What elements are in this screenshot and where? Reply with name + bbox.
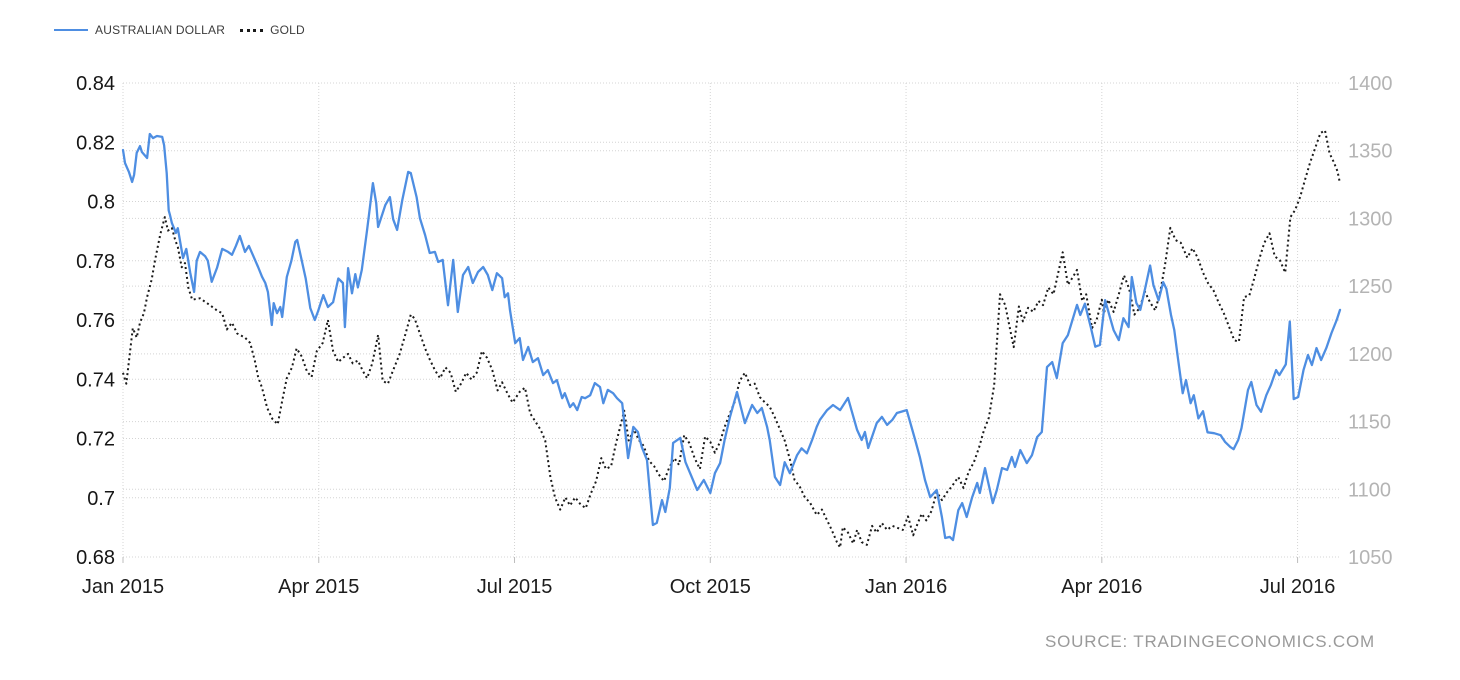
y-axis-label-right: 1050: [1348, 547, 1393, 569]
x-axis-label: Jul 2016: [1260, 576, 1336, 598]
y-axis-label-left: 0.68: [76, 547, 115, 569]
y-axis-label-left: 0.84: [76, 73, 115, 95]
legend-item-australian-dollar[interactable]: AUSTRALIAN DOLLAR: [54, 23, 225, 37]
y-axis-label-right: 1100: [1348, 479, 1391, 501]
australian-dollar-series-line[interactable]: [121, 132, 1342, 542]
x-axis-label: Oct 2015: [670, 576, 751, 598]
x-axis-label: Apr 2016: [1061, 576, 1142, 598]
x-axis-label: Apr 2015: [278, 576, 359, 598]
source-attribution: SOURCE: TRADINGECONOMICS.COM: [1045, 632, 1375, 651]
y-axis-label-left: 0.76: [76, 310, 115, 332]
gold-line-swatch-icon: [240, 28, 264, 32]
y-axis-label-right: 1300: [1348, 208, 1393, 230]
aud-line-swatch-icon: [54, 29, 88, 31]
y-axis-label-right: 1250: [1348, 276, 1393, 298]
x-axis-label: Jul 2015: [477, 576, 553, 598]
y-axis-label-right: 1350: [1348, 141, 1393, 163]
y-axis-label-left: 0.7: [87, 488, 115, 510]
y-axis-label-left: 0.74: [76, 369, 115, 391]
y-axis-label-right: 1200: [1348, 344, 1393, 366]
x-axis-label: Jan 2016: [865, 576, 947, 598]
y-axis-label-right: 1150: [1348, 412, 1391, 434]
legend: AUSTRALIAN DOLLAR GOLD: [54, 23, 305, 37]
y-axis-label-left: 0.82: [76, 132, 115, 154]
y-axis-label-right: 1400: [1348, 73, 1393, 95]
gold-series-line[interactable]: [122, 129, 1341, 549]
legend-label-gold: GOLD: [270, 23, 305, 37]
y-axis-label-left: 0.8: [87, 192, 115, 214]
x-axis-label: Jan 2015: [82, 576, 164, 598]
legend-item-gold[interactable]: GOLD: [240, 23, 305, 37]
y-axis-label-left: 0.78: [76, 251, 115, 273]
legend-label-aud: AUSTRALIAN DOLLAR: [95, 23, 226, 37]
y-axis-label-left: 0.72: [76, 429, 115, 451]
